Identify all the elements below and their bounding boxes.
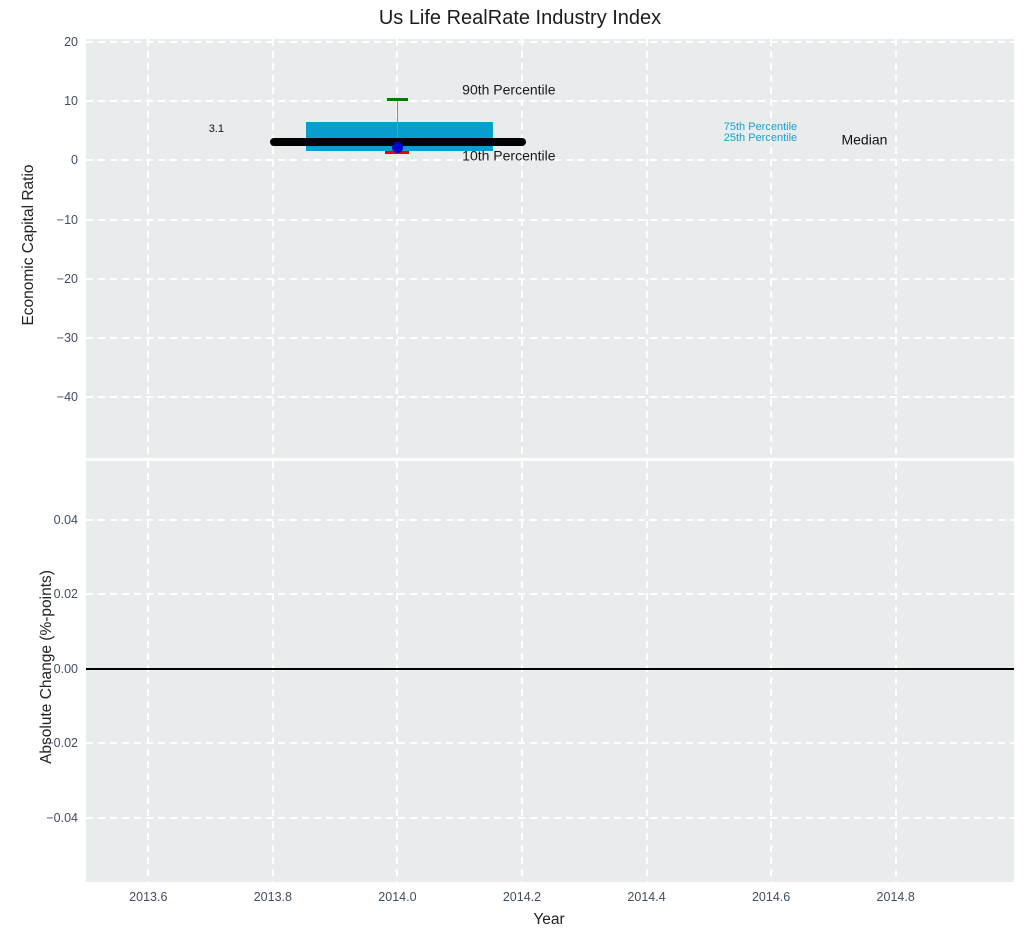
y-axis-label-economic-capital-ratio: Economic Capital Ratio [20,164,37,326]
y-tick-label: −20 [56,271,78,286]
gridline-horizontal [86,816,1014,819]
y-tick-label: 20 [64,34,78,49]
gridline-vertical [147,39,150,458]
y-tick-label: 0.02 [53,587,78,602]
annotation-10th-percentile: 10th Percentile [462,147,556,164]
gridline-vertical [520,39,523,458]
gridline-vertical [520,461,523,882]
x-tick-label: 2014.2 [502,890,542,904]
zero-change-line [86,667,1014,670]
x-tick-label: 2014.0 [378,890,417,904]
gridline-vertical [271,39,274,458]
lower-plot-area [86,461,1014,882]
gridline-vertical [645,39,648,458]
upper-plot-area [86,39,1014,458]
annotation-median: Median [841,131,888,148]
gridline-vertical [271,461,274,882]
median-line [269,137,527,146]
gridline-horizontal [86,593,1014,596]
gridline-horizontal [86,396,1014,399]
x-tick-label: 2014.4 [627,890,666,904]
y-tick-label: 0.04 [53,512,78,527]
y-tick-label: −10 [56,212,78,227]
gridline-vertical [396,461,399,882]
gridline-horizontal [86,40,1014,43]
x-tick-label: 2013.6 [129,890,168,904]
gridline-horizontal [86,518,1014,521]
gridline-vertical [894,461,897,882]
x-tick-label: 2013.8 [253,890,292,904]
x-tick-label: 2014.8 [876,890,915,904]
gridline-vertical [770,461,773,882]
x-axis-label-year: Year [533,911,565,928]
gridline-horizontal [86,100,1014,103]
gridline-horizontal [86,336,1014,339]
annotation-3-1: 3.1 [208,123,224,136]
y-tick-label: −0.02 [46,736,78,751]
y-tick-label: −30 [56,330,78,345]
whisker-line [396,99,399,148]
gridline-vertical [396,39,399,458]
gridline-vertical [770,39,773,458]
gridline-horizontal [86,277,1014,280]
gridline-horizontal [86,742,1014,745]
gridline-vertical [894,39,897,458]
annotation-75th-percentile: 75th Percentile [723,121,798,134]
y-tick-label: 10 [64,93,78,108]
p90-cap [386,98,408,102]
company-point [391,142,403,154]
y-tick-label: 0.00 [53,661,78,676]
y-tick-label: 0 [71,153,78,168]
annotation-90th-percentile: 90th Percentile [462,81,556,98]
y-tick-label: −40 [56,389,78,404]
gridline-horizontal [86,159,1014,162]
x-tick-label: 2014.6 [751,890,791,904]
gridline-vertical [645,461,648,882]
gridline-horizontal [86,218,1014,221]
chart-title: Us Life RealRate Industry Index [378,7,662,29]
gridline-vertical [147,461,150,882]
annotation-25th-percentile: 25th Percentile [723,132,798,145]
y-tick-label: −0.04 [46,810,78,825]
